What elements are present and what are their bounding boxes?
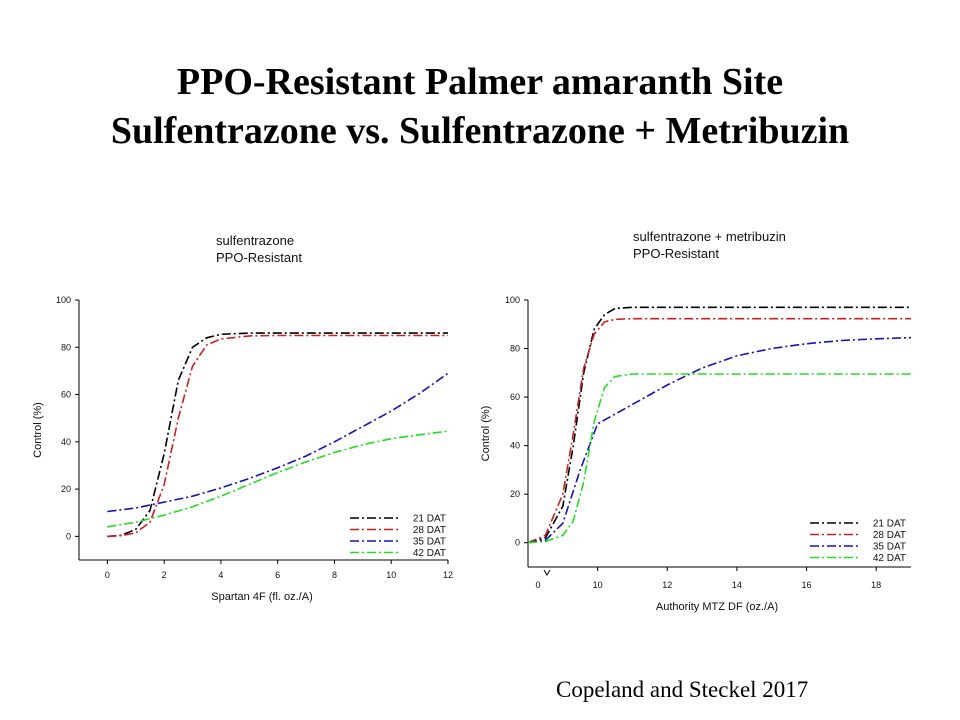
left-chart-subtitle: PPO-Resistant: [216, 250, 302, 265]
series-line-21-dat: [107, 332, 448, 538]
legend-label: 35 DAT: [413, 537, 446, 548]
x-axis-label: Spartan 4F (fl. oz./A): [211, 591, 312, 603]
x-tick-label: 12: [443, 570, 453, 580]
x-tick-label: 18: [871, 580, 881, 590]
x-tick-label: 16: [802, 580, 812, 590]
y-tick-label: 40: [61, 437, 71, 447]
y-tick-label: 60: [510, 392, 520, 402]
y-tick-label: 40: [510, 441, 520, 451]
x-tick-label: 0: [105, 570, 110, 580]
legend-label: 35 DAT: [873, 542, 906, 553]
y-axis-label: Control (%): [32, 402, 44, 458]
x-tick-label: 10: [593, 580, 603, 590]
series-line-28-dat: [107, 334, 448, 538]
y-axis-label: Control (%): [480, 406, 492, 462]
legend-label: 42 DAT: [413, 548, 446, 559]
y-tick-label: 80: [510, 344, 520, 354]
slide-title-line1: PPO-Resistant Palmer amaranth Site: [176, 61, 784, 103]
slide-title-line2: Sulfentrazone vs. Sulfentrazone + Metrib…: [110, 110, 850, 152]
y-tick-label: 0: [515, 538, 520, 548]
series-line-35-dat: [527, 336, 912, 544]
series-line-35-dat: [107, 372, 449, 513]
legend-label: 28 DAT: [873, 530, 906, 541]
chart-2: 0 20 40 60 80 100 10 12 14 16 18 0 Authority MTZ DF …: [480, 295, 912, 613]
series-line-28-dat: [527, 317, 911, 544]
legend-label: 28 DAT: [413, 525, 446, 536]
chart-1: 0 20 40 60 80 100 0 2 4 6 8 10 12 Spartan 4F (fl. oz.…: [32, 295, 453, 603]
y-tick-label: 20: [510, 489, 520, 499]
legend-label: 21 DAT: [873, 519, 906, 530]
x-tick-label: 2: [162, 570, 167, 580]
y-tick-label: 60: [61, 390, 71, 400]
x-axis-break-label: 0: [535, 580, 540, 590]
series-line-42-dat: [107, 430, 449, 528]
series-line-42-dat: [527, 373, 911, 544]
left-chart-title: sulfentrazone: [216, 233, 295, 248]
series-line-21-dat: [527, 306, 911, 544]
x-axis-label: Authority MTZ DF (oz./A): [656, 601, 778, 613]
legend-label: 21 DAT: [413, 514, 446, 525]
legend-label: 42 DAT: [873, 553, 906, 564]
x-tick-label: 10: [386, 570, 396, 580]
x-tick-label: 14: [732, 580, 742, 590]
right-chart-subtitle: PPO-Resistant: [633, 246, 719, 261]
y-tick-label: 20: [61, 484, 71, 494]
x-tick-label: 8: [332, 570, 337, 580]
y-tick-label: 80: [61, 342, 71, 352]
x-tick-label: 4: [218, 570, 223, 580]
x-tick-label: 6: [275, 570, 280, 580]
y-tick-label: 100: [56, 295, 71, 305]
y-tick-label: 0: [66, 531, 71, 541]
right-chart-title: sulfentrazone + metribuzin: [633, 229, 786, 244]
axis-break-icon: [543, 569, 551, 576]
y-tick-label: 100: [505, 295, 520, 305]
x-tick-label: 12: [662, 580, 672, 590]
credit-text: Copeland and Steckel 2017: [556, 677, 809, 702]
